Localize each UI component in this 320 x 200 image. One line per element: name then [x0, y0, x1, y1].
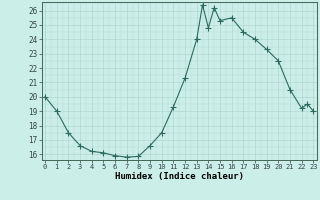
X-axis label: Humidex (Indice chaleur): Humidex (Indice chaleur) — [115, 172, 244, 181]
